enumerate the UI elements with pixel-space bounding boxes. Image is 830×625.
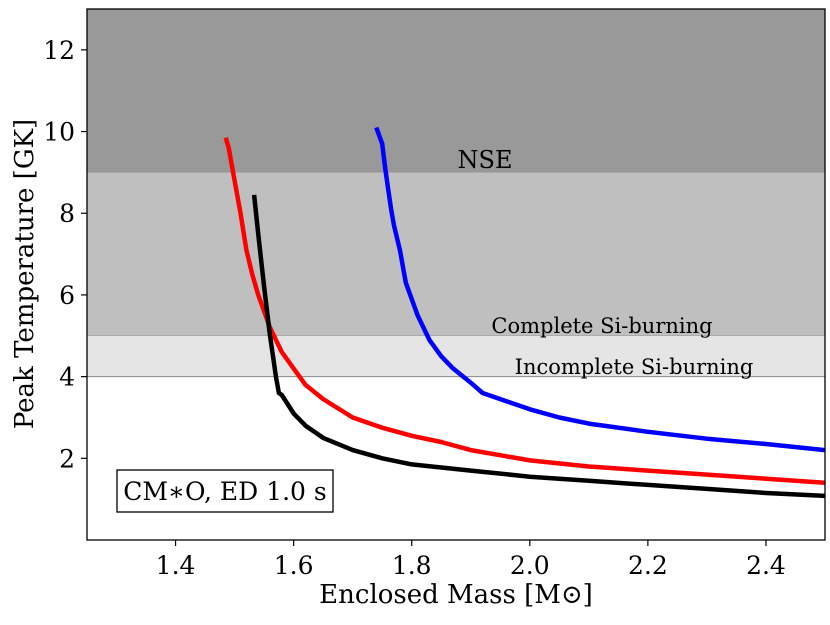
annotation-text: CM∗O, ED 1.0 s (123, 477, 326, 506)
x-tick-label: 1.4 (156, 551, 196, 580)
x-tick-label: 2.2 (628, 551, 668, 580)
y-tick-label: 12 (43, 36, 75, 65)
data-series (223, 126, 825, 499)
y-axis: 2 4 6 8 10 12 (43, 36, 87, 473)
annotation-box: CM∗O, ED 1.0 s (116, 469, 334, 513)
series-line-red (223, 137, 825, 486)
y-tick-label: 2 (59, 444, 75, 473)
x-tick-label: 2.4 (746, 551, 786, 580)
band-complete-si (87, 172, 825, 336)
x-axis: 1.4 1.6 1.8 2.0 2.2 2.4 (156, 540, 786, 580)
y-tick-label: 4 (59, 363, 75, 392)
x-axis-label: Enclosed Mass [M⊙] (319, 580, 593, 610)
x-tick-label: 1.6 (274, 551, 314, 580)
plot-frame (86, 8, 826, 541)
y-tick-label: 10 (43, 118, 75, 147)
series-line-black (251, 194, 825, 499)
band-NSE (87, 9, 825, 173)
incomplete-si-region-label: Incomplete Si-burning (515, 355, 754, 379)
x-tick-label: 2.0 (510, 551, 550, 580)
annotation-frame (116, 469, 334, 513)
series-line-blue (374, 126, 825, 453)
y-tick-label: 8 (59, 199, 75, 228)
x-tick-label: 1.8 (392, 551, 432, 580)
region-bands (87, 9, 825, 378)
nse-region-label: NSE (458, 146, 513, 174)
region-labels: NSE Complete Si-burning Incomplete Si-bu… (458, 146, 754, 379)
y-tick-label: 6 (59, 281, 75, 310)
complete-si-region-label: Complete Si-burning (491, 314, 712, 338)
y-axis-label: Peak Temperature [GK] (10, 119, 40, 429)
